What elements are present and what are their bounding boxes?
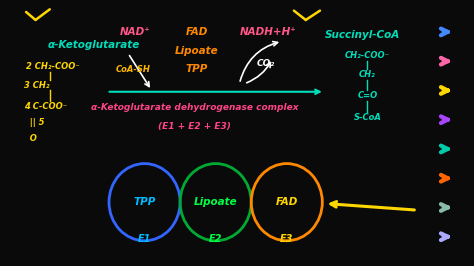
Text: NADH+H⁺: NADH+H⁺ <box>239 27 296 37</box>
Text: CO₂: CO₂ <box>256 59 274 68</box>
Text: Succinyl-CoA: Succinyl-CoA <box>325 30 400 40</box>
Text: O: O <box>24 134 36 143</box>
Text: FAD: FAD <box>185 27 208 37</box>
Text: NAD⁺: NAD⁺ <box>120 27 150 37</box>
Text: Lipoate: Lipoate <box>194 197 237 207</box>
Text: E2: E2 <box>209 234 222 244</box>
Text: Lipoate: Lipoate <box>175 45 219 56</box>
Text: TPP: TPP <box>185 64 208 74</box>
Text: (E1 + E2 + E3): (E1 + E2 + E3) <box>158 122 231 131</box>
Text: CoA-SH: CoA-SH <box>116 65 151 74</box>
Text: E1: E1 <box>138 234 151 244</box>
Text: 3 CH₂: 3 CH₂ <box>24 81 49 90</box>
Text: C=O: C=O <box>357 91 377 100</box>
Text: || 5: || 5 <box>24 118 44 127</box>
Text: α-Ketoglutarate dehydrogenase complex: α-Ketoglutarate dehydrogenase complex <box>91 103 298 112</box>
Text: TPP: TPP <box>133 197 156 207</box>
Text: E3: E3 <box>280 234 293 244</box>
Text: CH₂-COO⁻: CH₂-COO⁻ <box>345 51 390 60</box>
Text: 4 C-COO⁻: 4 C-COO⁻ <box>24 102 67 111</box>
Text: FAD: FAD <box>275 197 298 207</box>
Text: S-CoA: S-CoA <box>354 113 381 122</box>
Text: 2 CH₂-COO⁻: 2 CH₂-COO⁻ <box>26 62 80 71</box>
Text: CH₂: CH₂ <box>359 70 376 79</box>
Text: α-Ketoglutarate: α-Ketoglutarate <box>47 40 140 50</box>
